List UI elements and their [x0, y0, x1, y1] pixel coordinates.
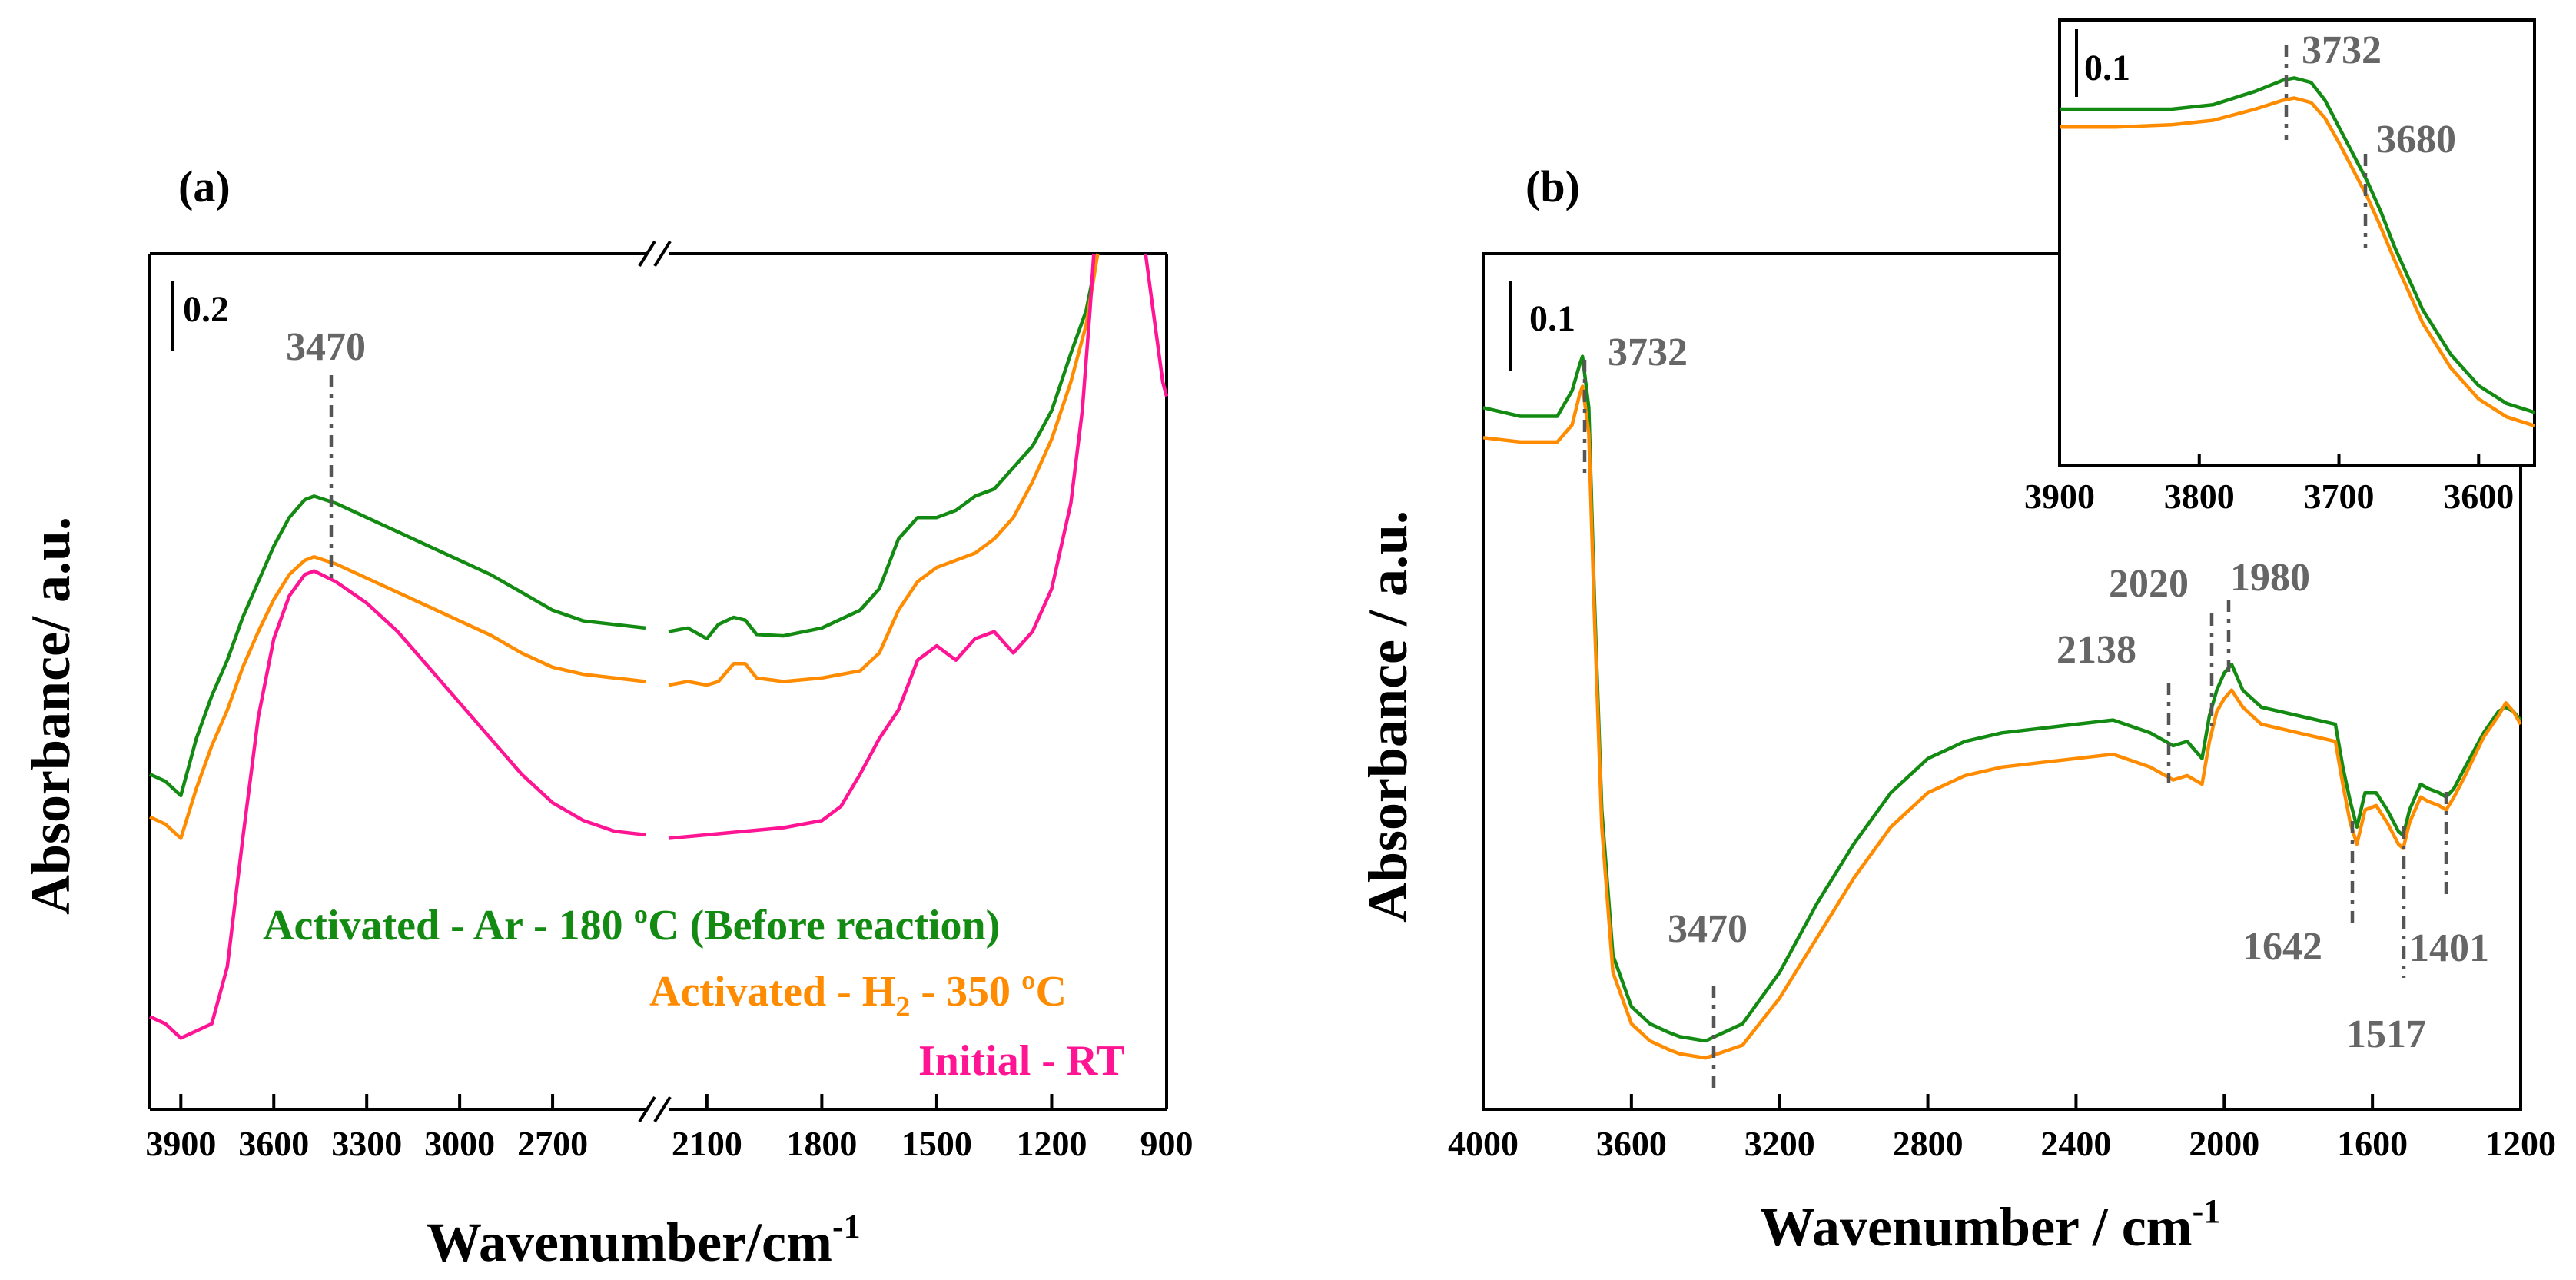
panel-a-label: (a) — [178, 161, 231, 211]
panel-a-tick-3000: 3000 — [424, 1124, 495, 1163]
panel-b-annotation-1517: 1517 — [2346, 1012, 2426, 1056]
inset-trace-green — [2060, 76, 2535, 414]
panel-b-scale-label: 0.1 — [1529, 298, 1575, 339]
panel-a-tick-1200: 1200 — [1016, 1124, 1087, 1163]
panel-a-trace-2-right — [668, 253, 1096, 840]
panel-a-trace-3-right — [1144, 253, 1169, 397]
panel-b-x-axis-title: Wavenumber / cm-1 — [1760, 1192, 2220, 1258]
inset-traces — [2060, 76, 2535, 427]
panel-b-traces — [1482, 354, 2522, 1060]
panel-b-annotation-2020: 2020 — [2109, 562, 2189, 606]
legend-pink: Initial - RT — [918, 1037, 1125, 1085]
panel-a-tick-2100: 2100 — [672, 1124, 742, 1163]
panel-a-trace-0-left — [149, 494, 646, 798]
panel-b-tick-3600: 3600 — [1596, 1124, 1667, 1163]
panel-a-x-ticks: 3900 3600 3300 3000 2700 2100 1800 1500 1200 900 — [145, 1094, 1193, 1163]
panel-b-tick-2000: 2000 — [2189, 1124, 2259, 1163]
inset-scale-label: 0.1 — [2084, 48, 2130, 88]
legend-green: Activated - Ar - 180 ºC (Before reaction… — [263, 902, 1000, 949]
panel-b-annotation-1642: 1642 — [2242, 925, 2322, 969]
panel-b-trace-green — [1482, 354, 2522, 1043]
panel-a-axis-break-top — [638, 240, 672, 268]
panel-a-annotation-3470: 3470 — [286, 325, 366, 369]
panel-b-annotation-3470: 3470 — [1668, 907, 1748, 951]
inset-annotation-3732: 3732 — [2302, 28, 2382, 72]
legend-orange: Activated - H2 - 350 ºC — [649, 968, 1067, 1023]
panel-b-x-ticks: 4000 3600 3200 2800 2400 2000 1600 1200 — [1448, 1094, 2556, 1163]
panel-b-tick-1600: 1600 — [2337, 1124, 2408, 1163]
panel-b-inset: 3900 3800 3700 3600 0.1 3732 3680 — [2024, 18, 2536, 516]
panel-b-annotation-2138: 2138 — [2056, 628, 2136, 672]
panel-b-label: (b) — [1525, 161, 1580, 211]
panel-b-tick-2800: 2800 — [1893, 1124, 1964, 1163]
panel-a-trace-1-right — [668, 253, 1100, 687]
panel-a-scale-label: 0.2 — [183, 289, 229, 330]
panel-a-tick-2700: 2700 — [517, 1124, 588, 1163]
inset-tick-3900: 3900 — [2024, 477, 2095, 516]
panel-a-tick-3600: 3600 — [238, 1124, 309, 1163]
panel-b-annotation-1980: 1980 — [2230, 556, 2310, 600]
panel-a-tick-3300: 3300 — [331, 1124, 402, 1163]
panel-b-frame — [1482, 252, 2522, 1111]
panel-a-tick-1500: 1500 — [901, 1124, 972, 1163]
panel-a-trace-1-left — [149, 554, 646, 840]
panel-b-y-axis-title: Absorbance / a.u. — [1357, 510, 1419, 923]
inset-frame — [2058, 18, 2536, 467]
panel-b-tick-1200: 1200 — [2485, 1124, 2556, 1163]
panel-b-tick-2400: 2400 — [2040, 1124, 2111, 1163]
panel-a-tick-3900: 3900 — [145, 1124, 216, 1163]
panel-b-annotation-1401: 1401 — [2409, 926, 2489, 970]
panel-a-traces — [149, 253, 1169, 1040]
panel-b-chart: (b) 4000 3600 3200 2800 2400 2000 1600 1200 0.1… — [1357, 18, 2556, 1258]
inset-x-ticks: 3900 3800 3700 3600 — [2024, 454, 2514, 516]
inset-annotation-3680: 3680 — [2376, 118, 2456, 161]
inset-tick-3700: 3700 — [2304, 477, 2375, 516]
panel-a-tick-1800: 1800 — [786, 1124, 857, 1163]
panel-a-x-axis-title: Wavenumber/cm-1 — [427, 1208, 861, 1273]
inset-trace-orange — [2060, 96, 2535, 427]
panel-b-tick-4000: 4000 — [1448, 1124, 1519, 1163]
inset-tick-3600: 3600 — [2443, 477, 2514, 516]
panel-a-y-axis-title: Absorbance/ a.u. — [20, 517, 81, 915]
panel-a-axis-break-bottom — [638, 1095, 672, 1123]
inset-tick-3800: 3800 — [2164, 477, 2235, 516]
panel-a-chart: (a) 3900 3600 3300 3000 2700 2100 1800 1500 1200… — [20, 161, 1193, 1273]
panel-b-tick-3200: 3200 — [1744, 1124, 1815, 1163]
panel-a-trace-0-right — [668, 253, 1100, 641]
panel-b-trace-orange — [1482, 384, 2522, 1060]
panel-b-annotation-3732: 3732 — [1608, 331, 1688, 374]
panel-a-trace-2-left — [149, 569, 646, 1040]
panel-a-tick-900: 900 — [1140, 1124, 1193, 1163]
